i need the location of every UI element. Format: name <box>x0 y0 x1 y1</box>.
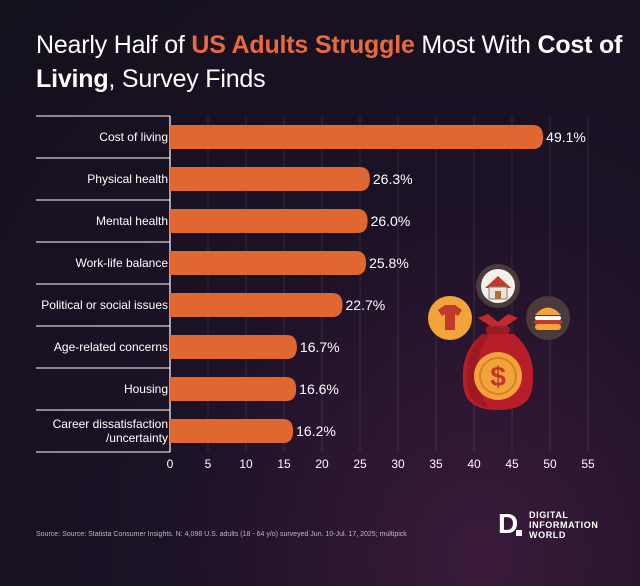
house-icon <box>476 264 520 308</box>
data-label: 26.3% <box>373 171 413 187</box>
title-bold: Cost of Living <box>36 31 623 93</box>
category-label: Physical health <box>87 172 168 186</box>
category-label-line: Career dissatisfaction <box>53 417 168 431</box>
bar <box>170 167 370 191</box>
bar-chart: 49.1% Cost of living 26.3% Physical health 2… <box>41 125 595 471</box>
data-label: 16.2% <box>296 423 336 439</box>
data-label: 22.7% <box>346 297 386 313</box>
brand-logo: D DIGITAL INFORMATION WORLD <box>498 508 618 544</box>
bar <box>170 377 297 401</box>
data-label: 25.8% <box>369 255 409 271</box>
logo-line3: WORLD <box>529 530 566 540</box>
title-part1: Nearly Half of <box>36 31 192 59</box>
data-label: 26.0% <box>371 213 411 229</box>
category-label: Mental health <box>96 214 168 228</box>
burger-icon <box>526 296 570 340</box>
data-label: 16.6% <box>299 381 339 397</box>
x-tick-label: 20 <box>315 457 329 471</box>
x-tick-label: 25 <box>353 457 367 471</box>
category-label: Housing <box>124 382 168 396</box>
data-label: 16.7% <box>300 339 340 355</box>
bar <box>170 125 544 149</box>
dollar-icon: $ <box>474 352 522 400</box>
category-label: Age-related concerns <box>54 340 168 354</box>
category-label: Political or social issues <box>41 298 168 312</box>
bar <box>170 251 367 275</box>
category-label-line: /uncertainty <box>106 431 168 445</box>
logo-square-icon <box>516 530 522 536</box>
shirt-icon <box>428 296 472 340</box>
title-part2: Most With <box>414 31 538 59</box>
x-tick-label: 5 <box>205 457 212 471</box>
category-label: Career dissatisfaction/uncertainty <box>53 417 168 445</box>
cost-illustration: $ <box>428 264 570 410</box>
bar <box>170 335 297 359</box>
category-label: Work-life balance <box>76 256 169 270</box>
title-highlight: US Adults Struggle <box>191 31 415 59</box>
title-part3: , Survey Finds <box>108 65 266 93</box>
x-tick-label: 0 <box>167 457 174 471</box>
x-tick-label: 55 <box>581 457 595 471</box>
x-tick-label: 40 <box>467 457 481 471</box>
logo-text: DIGITAL INFORMATION WORLD <box>529 510 598 540</box>
x-tick-label: 10 <box>239 457 253 471</box>
bar <box>170 419 294 443</box>
logo-line1: DIGITAL <box>529 510 569 520</box>
bar <box>170 293 343 317</box>
bar <box>170 209 368 233</box>
x-tick-label: 15 <box>277 457 291 471</box>
source-note: Source: Source: Statista Consumer Insigh… <box>36 531 407 538</box>
x-tick-label: 30 <box>391 457 405 471</box>
chart-title: Nearly Half of US Adults Struggle Most W… <box>36 28 626 96</box>
logo-mark: D <box>498 508 519 539</box>
data-label: 49.1% <box>546 129 586 145</box>
svg-text:$: $ <box>490 361 506 392</box>
category-label: Cost of living <box>99 130 168 144</box>
x-tick-label: 45 <box>505 457 519 471</box>
x-tick-label: 35 <box>429 457 443 471</box>
x-tick-label: 50 <box>543 457 557 471</box>
logo-line2: INFORMATION <box>529 520 599 530</box>
